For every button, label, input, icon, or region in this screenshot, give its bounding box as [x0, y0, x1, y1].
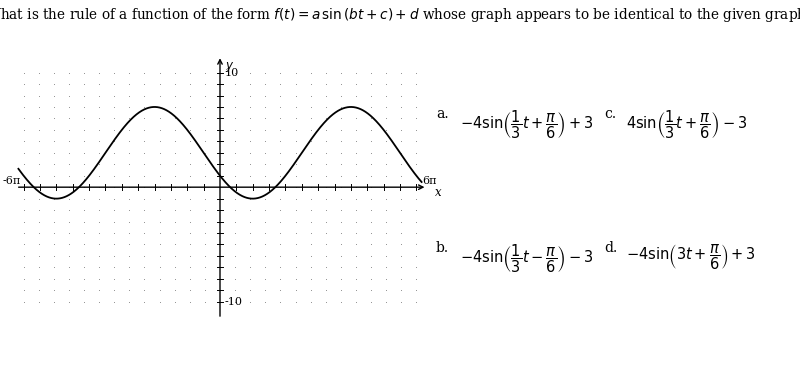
Text: c.: c.	[604, 107, 616, 121]
Text: -6π: -6π	[2, 176, 21, 186]
Text: b.: b.	[436, 241, 449, 255]
Text: $y$: $y$	[225, 60, 234, 74]
Text: d.: d.	[604, 241, 618, 255]
Text: $-4\sin\!\left(\dfrac{1}{3}t+\dfrac{\pi}{6}\right)+3$: $-4\sin\!\left(\dfrac{1}{3}t+\dfrac{\pi}…	[460, 109, 594, 141]
Text: $-4\sin\!\left(\dfrac{1}{3}t-\dfrac{\pi}{6}\right)-3$: $-4\sin\!\left(\dfrac{1}{3}t-\dfrac{\pi}…	[460, 243, 594, 275]
Text: a.: a.	[436, 107, 449, 121]
Text: $4\sin\!\left(\dfrac{1}{3}t+\dfrac{\pi}{6}\right)-3$: $4\sin\!\left(\dfrac{1}{3}t+\dfrac{\pi}{…	[626, 109, 748, 141]
Text: 10: 10	[224, 68, 238, 78]
Text: 6π: 6π	[422, 176, 437, 186]
Text: What is the rule of a function of the form $f(t) = a\,\mathrm{sin}\,(bt+c)+d$ wh: What is the rule of a function of the fo…	[0, 6, 800, 24]
Text: x: x	[435, 186, 442, 199]
Text: -10: -10	[224, 297, 242, 307]
Text: $-4\sin\!\left(3t+\dfrac{\pi}{6}\right)+3$: $-4\sin\!\left(3t+\dfrac{\pi}{6}\right)+…	[626, 243, 757, 272]
